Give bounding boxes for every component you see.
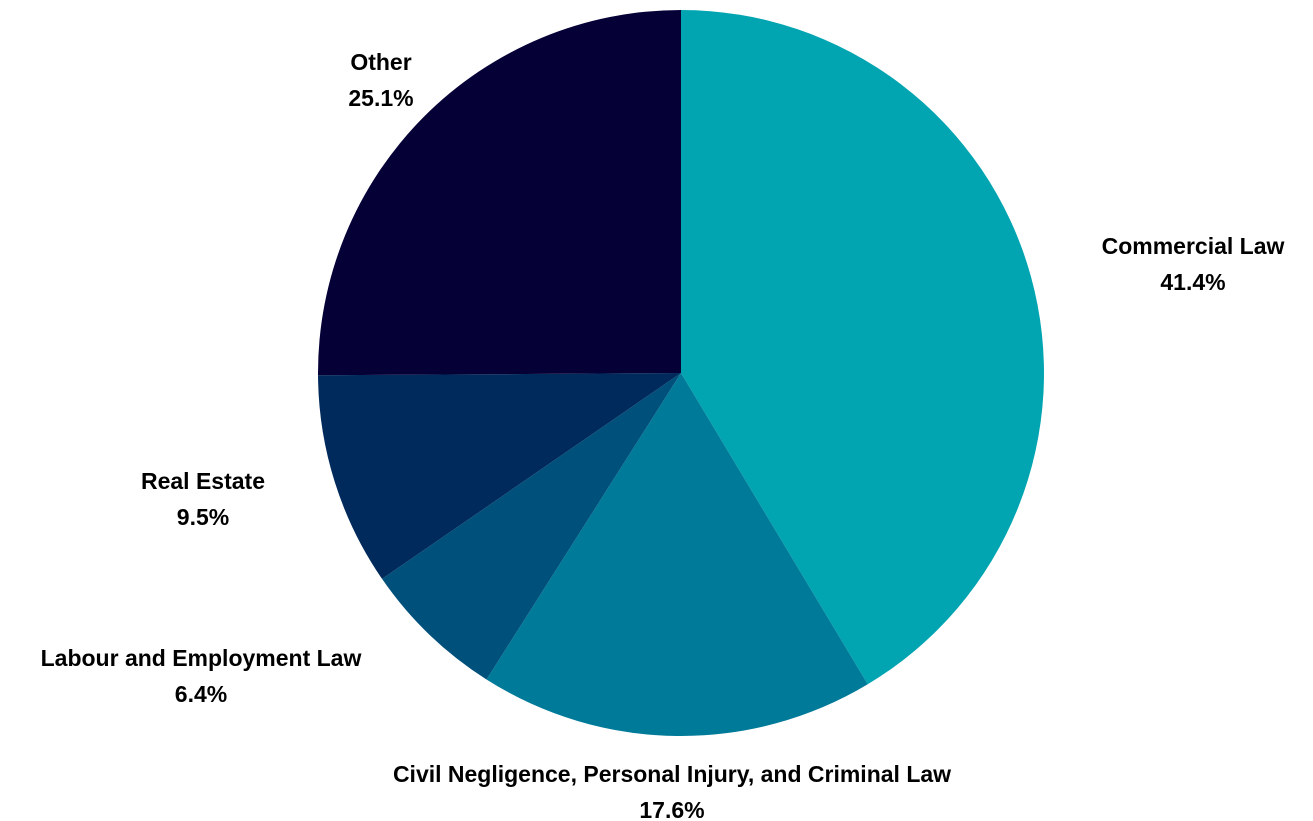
slice-label-labour-and-employment-law: Labour and Employment Law [41,645,362,671]
slice-value-real-estate: 9.5% [177,504,229,530]
slice-value-labour-and-employment-law: 6.4% [175,681,227,707]
slice-value-civil-negligence-personal-injury-and-criminal-law: 17.6% [639,797,704,821]
slice-value-commercial-law: 41.4% [1160,269,1225,295]
pie-labels: Commercial Law 41.4% Civil Negligence, Per… [41,49,1285,821]
pie-slice-commercial-law [681,10,1044,685]
pie-slice-labour-and-employment-law [382,373,681,680]
slice-label-civil-negligence-personal-injury-and-criminal-law: Civil Negligence, Personal Injury, and C… [393,761,951,787]
slice-value-other: 25.1% [348,85,413,111]
slice-label-real-estate: Real Estate [141,468,265,494]
pie-slices [318,10,1044,736]
pie-slice-real-estate [318,373,681,579]
pie-slice-civil-negligence-personal-injury-and-criminal-law [486,373,868,736]
slice-label-other: Other [350,49,411,75]
slice-label-commercial-law: Commercial Law [1102,233,1285,259]
pie-slice-other [318,10,681,376]
